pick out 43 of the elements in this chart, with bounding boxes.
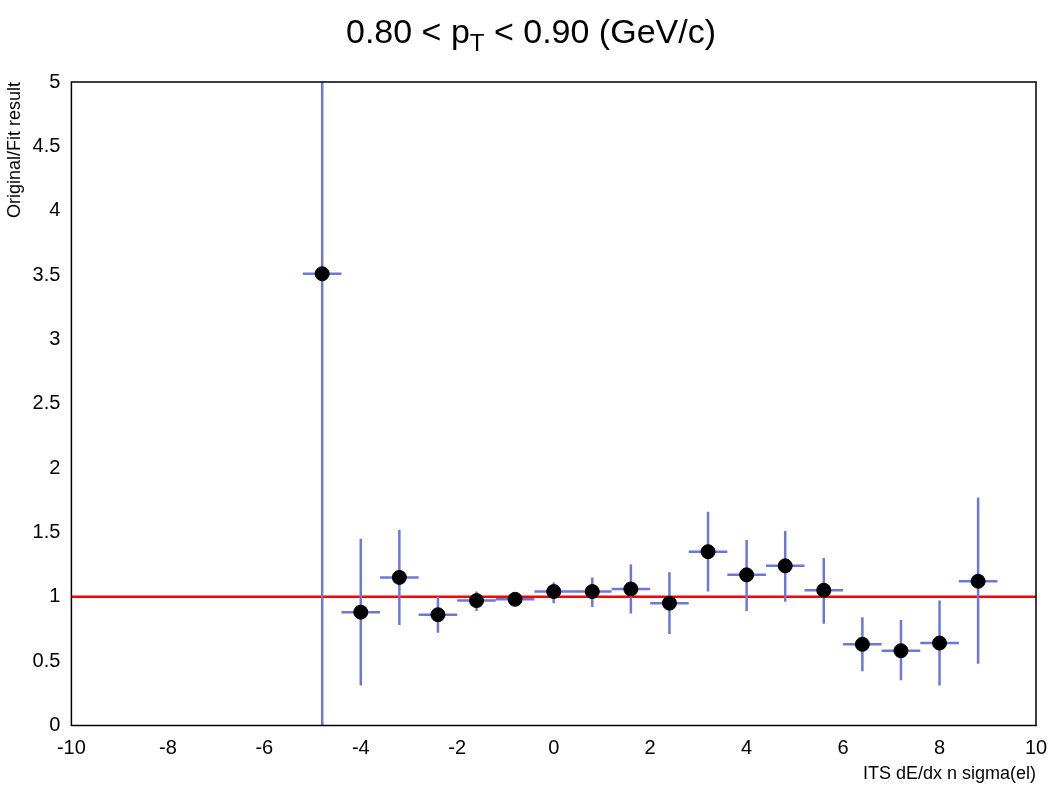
point: [507, 591, 523, 607]
y-tick-label: 3: [49, 326, 61, 349]
point: [932, 635, 948, 651]
point: [816, 582, 832, 598]
x-tick-label: 10: [1024, 735, 1048, 758]
y-tick-label: 5: [49, 69, 61, 92]
y-tick-label: 4.5: [32, 133, 61, 156]
x-tick-label: 2: [644, 735, 656, 758]
x-tick-label: 8: [933, 735, 946, 758]
point: [777, 558, 793, 574]
point: [623, 581, 639, 597]
point: [584, 584, 600, 600]
point: [893, 643, 909, 659]
x-tick-label: 4: [741, 735, 753, 758]
x-tick-label: 6: [837, 735, 849, 758]
y-tick-label: 0: [49, 712, 61, 735]
point: [546, 584, 562, 600]
point: [700, 544, 716, 560]
x-tick-label: -2: [448, 735, 467, 758]
x-tick-label: -8: [158, 735, 177, 758]
y-tick-label: 2: [49, 455, 61, 478]
y-tick-label: 1.5: [32, 519, 61, 542]
point: [469, 593, 485, 609]
y-tick-label: 0.5: [32, 648, 61, 671]
y-axis-title: Original/Fit result: [3, 82, 24, 219]
x-tick-label: 0: [548, 735, 560, 758]
y-tick-label: 1: [49, 584, 61, 607]
point: [739, 567, 755, 583]
y-tick-label: 2.5: [32, 391, 61, 414]
x-axis-title: ITS dE/dx n sigma(el): [862, 763, 1036, 784]
chart-title: 0.80 < p$_{T}$ < 0.90 (GeV/c): [345, 12, 717, 57]
x-tick-label: -6: [255, 735, 274, 758]
point: [430, 607, 446, 623]
point: [661, 595, 677, 611]
x-tick-label: -4: [351, 735, 370, 758]
y-tick-label: 3.5: [32, 262, 61, 285]
x-tick-label: -10: [56, 735, 86, 758]
point: [854, 636, 870, 652]
y-tick-label: 4: [49, 198, 61, 221]
point: [970, 573, 986, 589]
point: [353, 604, 369, 620]
point: [314, 266, 330, 282]
point: [391, 569, 407, 585]
